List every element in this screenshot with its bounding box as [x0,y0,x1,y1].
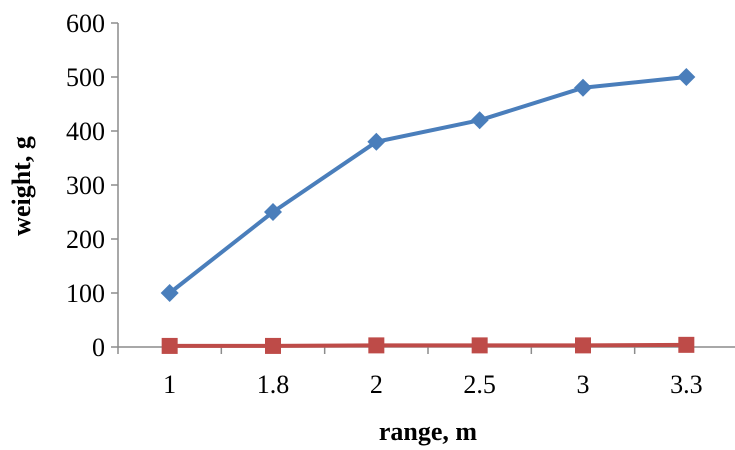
x-tick-label: 3 [577,370,590,399]
square-marker [368,337,385,354]
y-tick-label: 0 [92,333,105,362]
x-tick-label: 1.8 [257,370,290,399]
y-axis-ticks: 0 100 200 300 400 500 600 [66,9,118,362]
series-2-line [169,342,687,348]
x-tick-label: 2 [370,370,383,399]
square-marker [575,337,591,354]
y-tick-label: 500 [66,63,105,92]
diamond-marker [574,78,592,97]
diamond-marker [470,111,489,130]
y-tick-label: 100 [66,279,105,308]
x-axis-title: range, m [379,417,478,446]
square-marker [471,337,488,354]
y-tick-label: 600 [66,9,105,38]
x-tick-label: 3.3 [670,370,703,399]
series-2 [161,336,695,354]
square-marker [161,337,178,354]
y-axis-title: weight, g [7,136,36,236]
x-tick-label: 2.5 [463,370,496,399]
x-tick-label: 1 [163,370,176,399]
x-axis-ticks: 1 1.8 2 2.5 3 3.3 [117,347,703,399]
diamond-marker [264,203,282,221]
square-marker [265,337,281,354]
diamond-marker [677,68,696,86]
diamond-marker [160,284,179,302]
square-marker [678,336,695,353]
y-tick-label: 400 [66,117,105,146]
series-1-line [168,75,687,295]
y-tick-label: 300 [66,171,105,200]
y-tick-label: 200 [66,225,105,254]
diamond-marker [367,132,386,151]
series-1 [160,68,696,302]
series-layer [160,68,696,354]
